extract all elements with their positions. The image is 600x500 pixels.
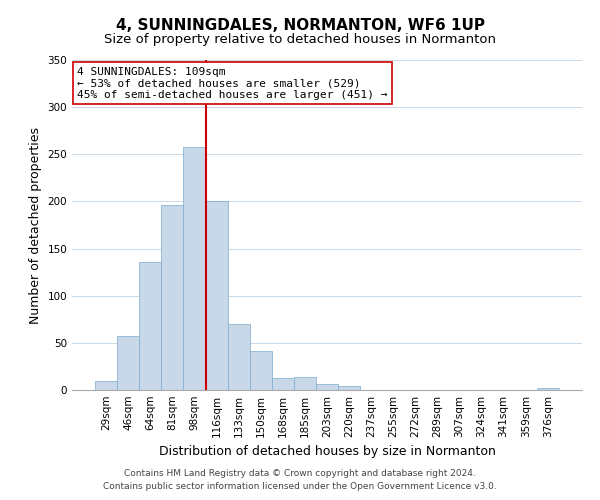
Bar [206,202,227,390]
Bar [316,384,338,390]
Bar [272,378,294,390]
Bar [537,388,559,390]
Bar [227,324,250,390]
Bar [294,377,316,390]
Text: Contains public sector information licensed under the Open Government Licence v3: Contains public sector information licen… [103,482,497,491]
Bar [117,336,139,390]
Bar [184,146,206,390]
Bar [250,352,272,390]
Text: 4 SUNNINGDALES: 109sqm
← 53% of detached houses are smaller (529)
45% of semi-de: 4 SUNNINGDALES: 109sqm ← 53% of detached… [77,66,388,100]
Text: Size of property relative to detached houses in Normanton: Size of property relative to detached ho… [104,32,496,46]
Bar [338,386,360,390]
Text: Contains HM Land Registry data © Crown copyright and database right 2024.: Contains HM Land Registry data © Crown c… [124,468,476,477]
X-axis label: Distribution of detached houses by size in Normanton: Distribution of detached houses by size … [158,446,496,458]
Bar [139,262,161,390]
Bar [161,205,184,390]
Bar [95,380,117,390]
Text: 4, SUNNINGDALES, NORMANTON, WF6 1UP: 4, SUNNINGDALES, NORMANTON, WF6 1UP [115,18,485,32]
Y-axis label: Number of detached properties: Number of detached properties [29,126,42,324]
